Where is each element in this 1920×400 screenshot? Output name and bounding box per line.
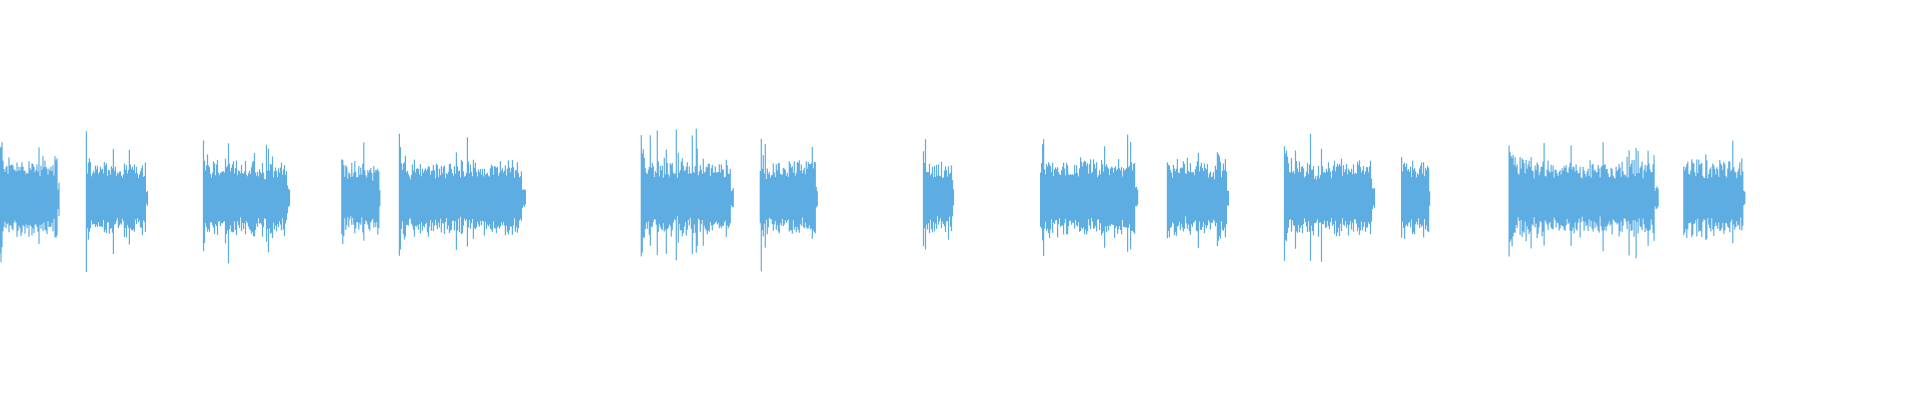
waveform-segment-9 — [1040, 134, 1139, 257]
waveform-segment-11 — [1283, 133, 1376, 262]
waveform-segment-7 — [759, 138, 818, 272]
waveform-segment-1 — [0, 142, 60, 263]
waveform-segment-8 — [922, 139, 955, 250]
waveform-segment-3 — [202, 140, 291, 264]
waveform-segment-13 — [1508, 142, 1659, 259]
waveform-segment-12 — [1401, 157, 1431, 239]
waveform-segment-10 — [1166, 152, 1229, 248]
waveform-segment-14 — [1683, 140, 1746, 244]
waveform-segment-4 — [341, 142, 381, 245]
waveform-segment-6 — [640, 128, 734, 261]
waveform-segment-2 — [85, 131, 148, 273]
waveform-segment-5 — [398, 133, 526, 256]
